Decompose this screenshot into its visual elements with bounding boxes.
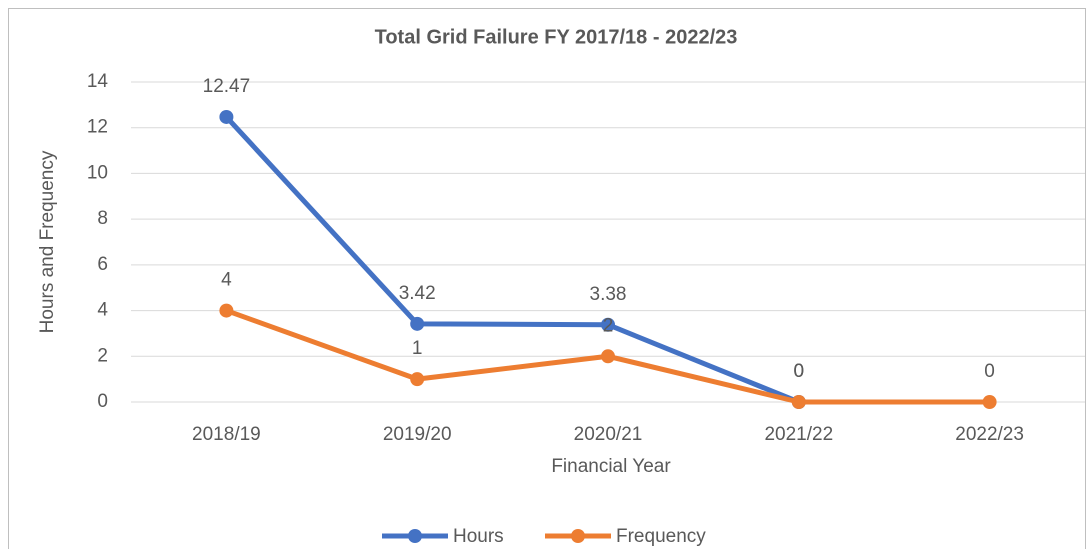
data-point — [601, 317, 615, 332]
y-tick-label: 6 — [97, 254, 108, 275]
y-tick-label: 2 — [97, 345, 108, 366]
x-tick-label: 2022/23 — [955, 424, 1024, 445]
chart-frame — [8, 8, 1086, 549]
y-tick-label: 0 — [97, 391, 108, 412]
data-point — [791, 395, 806, 409]
series-line — [224, 115, 800, 405]
data-label: 3.38 — [590, 284, 627, 305]
data-label: 12.47 — [203, 76, 251, 97]
y-tick-label: 14 — [87, 71, 109, 92]
x-tick-label: 2020/21 — [574, 424, 643, 445]
data-label: 0 — [794, 361, 805, 382]
legend-label: Frequency — [616, 526, 706, 547]
x-tick-label: 2018/19 — [192, 424, 261, 445]
y-tick-label: 12 — [87, 117, 108, 138]
y-tick-label: 4 — [97, 300, 108, 321]
x-axis-title: Financial Year — [551, 456, 671, 477]
x-tick-label: 2019/20 — [383, 424, 452, 445]
legend-marker — [408, 529, 422, 543]
data-label: 1 — [412, 338, 423, 359]
data-point — [982, 395, 997, 409]
data-label: 0 — [984, 361, 995, 382]
data-label: 2 — [603, 315, 614, 336]
data-point — [410, 316, 425, 331]
data-label: 0 — [794, 361, 805, 382]
data-point — [601, 349, 615, 364]
data-point — [219, 109, 234, 124]
y-tick-label: 8 — [97, 208, 108, 229]
legend-marker — [571, 529, 585, 543]
data-label: 4 — [221, 270, 232, 291]
data-point — [410, 372, 425, 387]
y-tick-label: 10 — [87, 162, 108, 183]
legend-label: Hours — [453, 526, 504, 547]
y-axis-title: Hours and Frequency — [37, 150, 58, 333]
chart-title: Total Grid Failure FY 2017/18 - 2022/23 — [375, 26, 738, 48]
x-tick-label: 2021/22 — [764, 424, 833, 445]
data-point — [219, 303, 234, 318]
data-label: 3.42 — [399, 283, 436, 304]
